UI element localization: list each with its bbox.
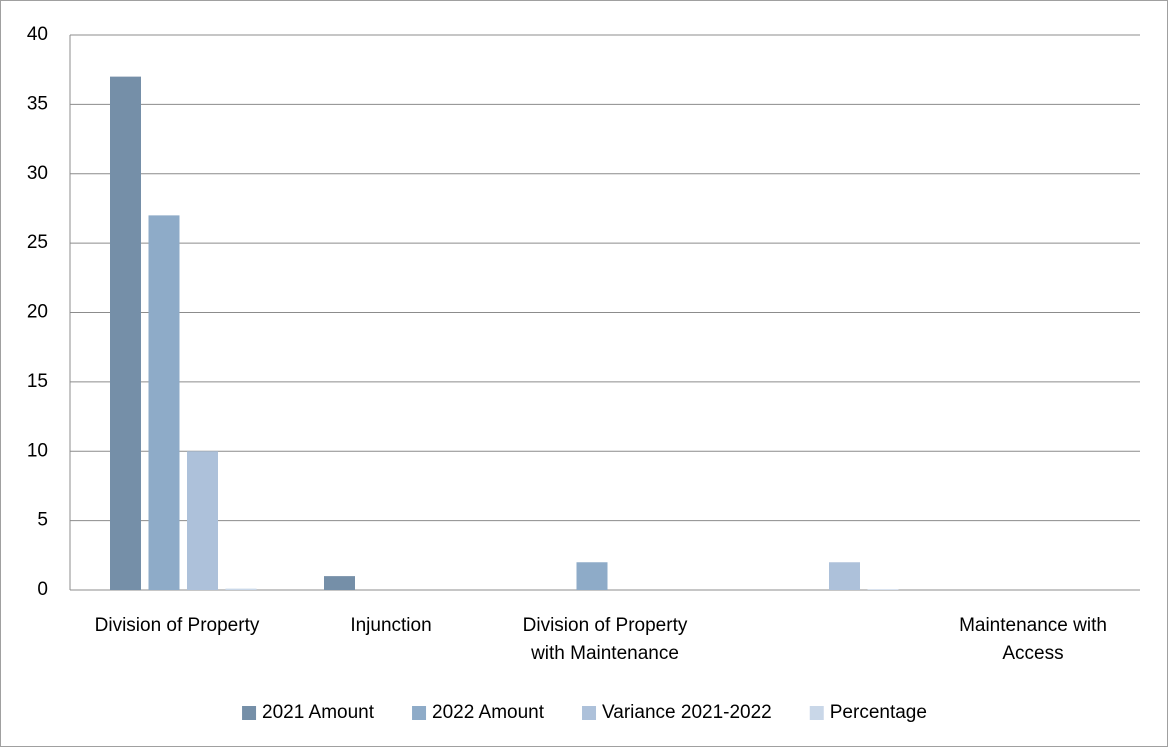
y-tick-label: 20 xyxy=(27,302,48,323)
bar xyxy=(829,562,860,590)
x-tick-label: Division of Property with Maintenance xyxy=(522,615,688,664)
x-tick-label: Division of Property xyxy=(94,615,260,636)
legend-label: 2021 Amount xyxy=(262,702,375,723)
y-tick-label: 40 xyxy=(27,24,48,45)
bar xyxy=(225,588,257,590)
legend-label: Percentage xyxy=(830,702,927,723)
legend-label: Variance 2021-2022 xyxy=(602,702,772,723)
legend-swatch xyxy=(582,706,597,720)
y-tick-label: 25 xyxy=(27,232,48,253)
legend-label: 2022 Amount xyxy=(432,702,545,723)
y-tick-label: 10 xyxy=(27,440,48,461)
y-tick-label: 5 xyxy=(37,510,48,531)
bar xyxy=(110,76,141,590)
legend-swatch xyxy=(412,706,427,720)
bar xyxy=(324,576,355,590)
legend-swatch xyxy=(242,706,257,720)
y-tick-label: 35 xyxy=(27,93,48,114)
x-tick-label: Injunction xyxy=(350,615,432,636)
bar xyxy=(867,589,899,590)
x-tick-label: Maintenance with Access xyxy=(959,615,1107,664)
bar xyxy=(148,215,180,590)
legend-swatch xyxy=(809,706,824,720)
bar xyxy=(576,562,608,590)
y-tick-label: 0 xyxy=(37,579,48,600)
y-tick-label: 30 xyxy=(27,163,48,184)
bar xyxy=(187,451,218,590)
y-tick-label: 15 xyxy=(27,371,48,392)
